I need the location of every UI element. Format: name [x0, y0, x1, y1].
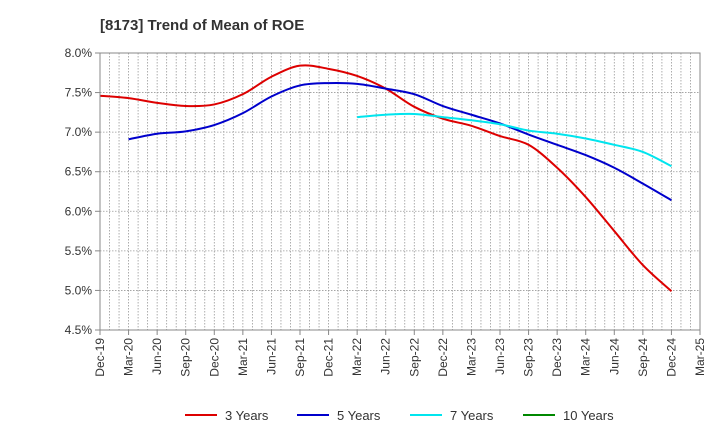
x-tick-label: Dec-24 [664, 338, 678, 377]
x-tick-label: Dec-22 [436, 338, 450, 377]
series-lines [99, 64, 673, 292]
y-tick-label: 5.5% [65, 244, 93, 258]
y-tick-label: 5.0% [65, 283, 93, 297]
y-tick-label: 7.5% [65, 86, 93, 100]
y-tick-label: 7.0% [65, 125, 93, 139]
x-tick-label: Sep-22 [407, 338, 421, 377]
legend-label-3-years: 3 Years [225, 408, 269, 423]
legend-label-5-years: 5 Years [337, 408, 381, 423]
y-tick-label: 6.0% [65, 204, 93, 218]
plot-frame [99, 52, 701, 331]
x-tick-label: Jun-21 [264, 338, 278, 375]
x-tick-label: Mar-20 [122, 338, 136, 376]
y-tick-label: 6.5% [65, 165, 93, 179]
y-tick-label: 8.0% [65, 46, 93, 60]
x-axis-ticks: Dec-19 Mar-20 Jun-20 Sep-20 Dec-20 Mar-21 Jun-… [93, 330, 707, 377]
y-tick-label: 4.5% [65, 323, 93, 337]
x-tick-label: Jun-24 [607, 338, 621, 375]
x-tick-label: Jun-20 [150, 338, 164, 375]
x-tick-label: Sep-20 [179, 338, 193, 377]
x-tick-label: Sep-24 [636, 338, 650, 377]
x-tick-label: Mar-23 [464, 338, 478, 376]
chart-title: [8173] Trend of Mean of ROE [100, 17, 304, 34]
y-axis-ticks: 4.5% 5.0% 5.5% 6.0% 6.5% 7.0% 7.5% 8.0% [65, 46, 100, 337]
x-tick-label: Jun-23 [493, 338, 507, 375]
x-tick-label: Sep-21 [293, 338, 307, 377]
legend-label-10-years: 10 Years [563, 408, 614, 423]
x-tick-label: Mar-22 [350, 338, 364, 376]
x-tick-label: Mar-21 [236, 338, 250, 376]
legend-label-7-years: 7 Years [450, 408, 494, 423]
x-tick-label: Dec-23 [550, 338, 564, 377]
x-tick-label: Dec-21 [322, 338, 336, 377]
grid-lines [100, 53, 700, 330]
series-line-5-years [128, 81, 672, 202]
x-tick-label: Mar-24 [579, 338, 593, 376]
x-tick-label: Dec-20 [207, 338, 221, 377]
x-tick-label: Dec-19 [93, 338, 107, 377]
legend: 3 Years 5 Years 7 Years 10 Years [185, 408, 614, 423]
series-line-7-years [357, 112, 672, 168]
x-tick-label: Jun-22 [379, 338, 393, 375]
x-tick-label: Mar-25 [693, 338, 707, 376]
x-tick-label: Sep-23 [522, 338, 536, 377]
axes [99, 52, 701, 331]
